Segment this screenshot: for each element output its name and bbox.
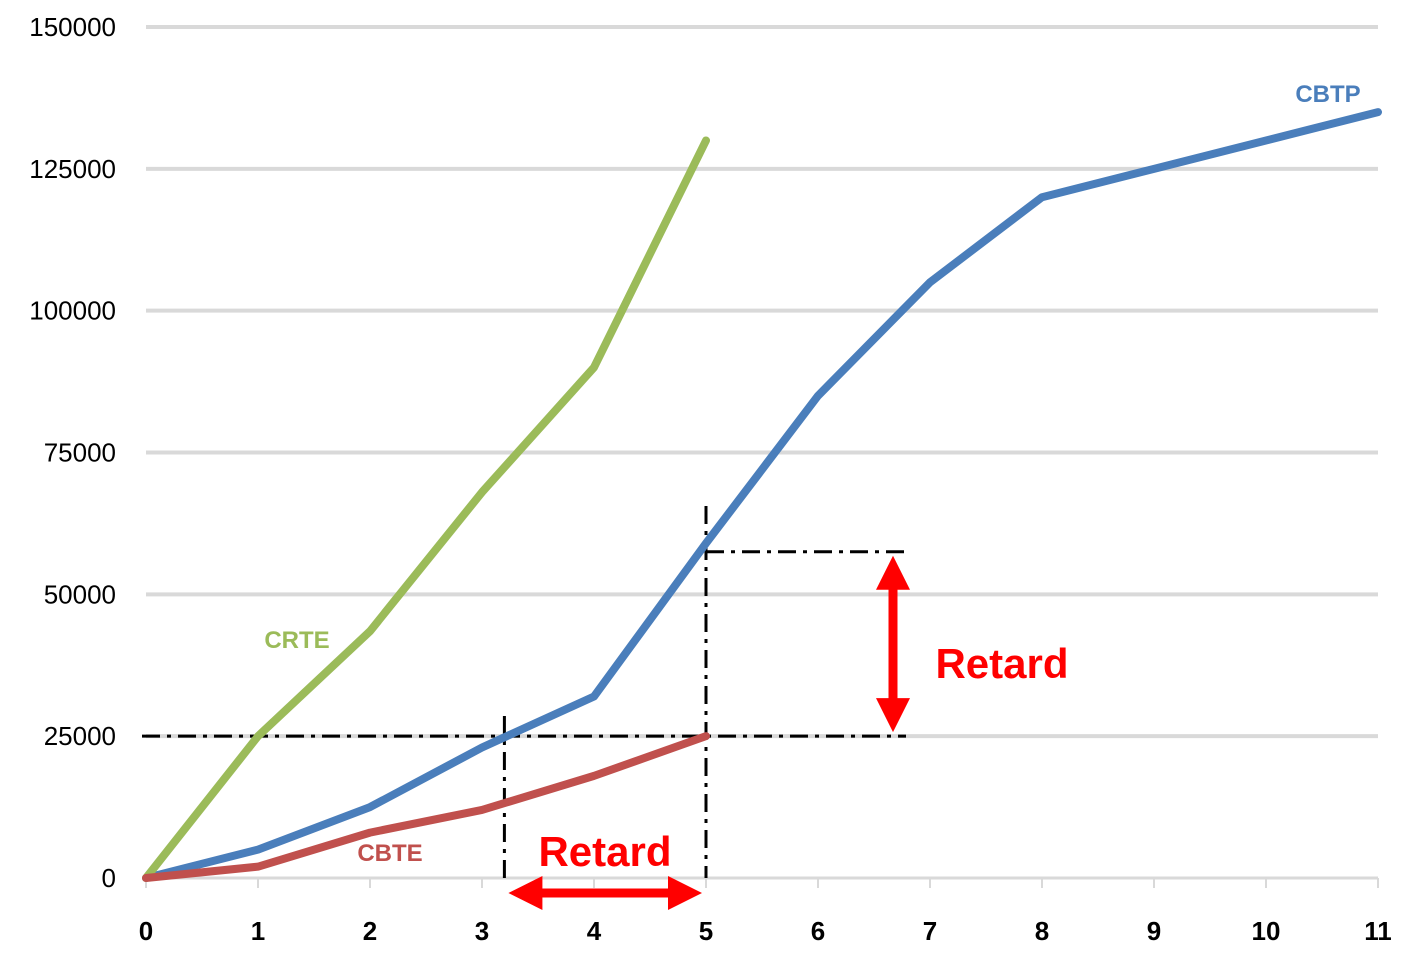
x-tick-label: 10 (1252, 916, 1281, 946)
series-line-crte (142, 136, 710, 882)
series-label-cbte: CBTE (357, 840, 422, 867)
y-tick-label: 75000 (44, 438, 116, 468)
series-line-cbte (142, 732, 710, 882)
y-tick-label: 100000 (29, 296, 116, 326)
x-tick-label: 11 (1364, 916, 1392, 946)
arrow-vertical-head-up (876, 555, 910, 590)
annotations: Retard Retard (508, 555, 1069, 910)
y-tick-label: 150000 (29, 12, 116, 42)
axis-layer: 0 25000 50000 75000 100000 125000 150000 0 1 2 3 4 5… (29, 12, 1392, 946)
x-tick-label: 0 (139, 916, 153, 946)
x-tick-label: 2 (363, 916, 377, 946)
series-label-cbtp: CBTP (1295, 81, 1360, 108)
y-tick-label: 125000 (29, 154, 116, 184)
x-tick-label: 3 (475, 916, 489, 946)
x-tick-label: 7 (923, 916, 937, 946)
x-tick-label: 1 (251, 916, 265, 946)
x-tick-label: 9 (1147, 916, 1161, 946)
annotation-retard-schedule: Retard (538, 828, 671, 875)
y-tick-label: 25000 (44, 721, 116, 751)
grid-layer (146, 25, 1378, 739)
x-tick-label: 8 (1035, 916, 1049, 946)
series-layer: CBTP CRTE CBTE (142, 81, 1382, 882)
series-label-crte: CRTE (264, 627, 329, 654)
x-tick-label: 5 (699, 916, 713, 946)
x-tick-label: 6 (811, 916, 825, 946)
arrow-vertical-head-down (876, 698, 910, 733)
series-line-cbtp (142, 108, 1382, 882)
annotation-retard-cost: Retard (935, 640, 1068, 687)
arrow-horizontal-head-right (668, 876, 702, 910)
y-tick-label: 50000 (44, 579, 116, 609)
reference-lines (142, 506, 906, 878)
x-tick-label: 4 (587, 916, 602, 946)
y-tick-label: 0 (102, 863, 116, 893)
arrow-horizontal-head-left (508, 876, 543, 910)
